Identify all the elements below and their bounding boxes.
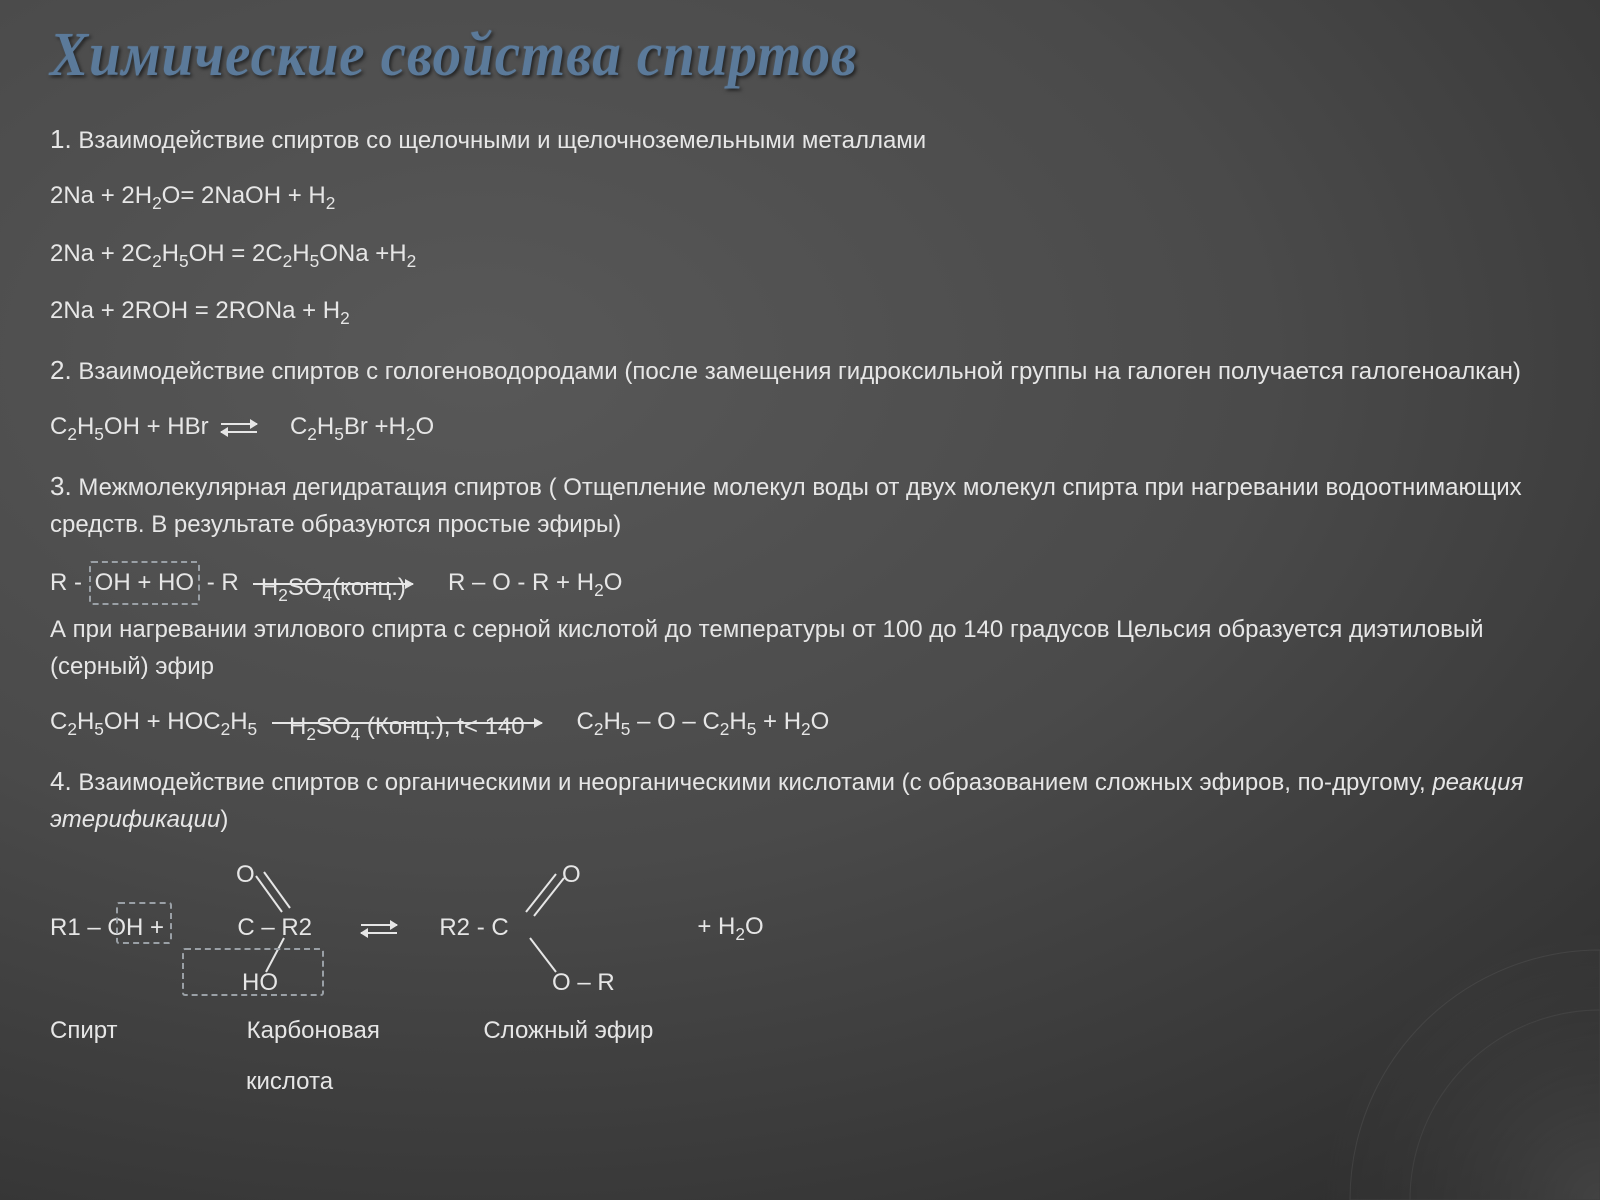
arrow-right-icon: H2SO4 (Конц.), t< 140 xyxy=(272,722,542,724)
slide-body: 1. Взаимодействие спиртов со щелочными и… xyxy=(50,119,1550,1100)
diagram-o-r: O – R xyxy=(552,964,615,1001)
diagram-o-top-left: O xyxy=(236,856,255,893)
section-2-num: 2. xyxy=(50,355,72,385)
diagram-labels-row2: кислота xyxy=(50,1063,1550,1100)
section-3-eq1: R - OH + HO - R H2SO4(конц.) R – O - R +… xyxy=(50,561,1550,604)
section-1-eq1: 2Na + 2H2O= 2NaOH + H2 xyxy=(50,177,1550,217)
diagram-o-top-right: O xyxy=(562,856,581,893)
section-1-heading: 1. Взаимодействие спиртов со щелочными и… xyxy=(50,119,1550,159)
equilibrium-arrow-icon xyxy=(221,419,257,437)
section-1-eq2: 2Na + 2C2H5OH = 2C2H5ONa +H2 xyxy=(50,235,1550,275)
section-2-eq: C2H5OH + HBr C2H5Br +H2O xyxy=(50,408,1550,448)
diagram-r2-c: R2 - C xyxy=(414,909,534,946)
label-carboxylic: Карбоновая xyxy=(247,1012,477,1049)
section-1-text: Взаимодействие спиртов со щелочными и ще… xyxy=(78,127,926,154)
section-4-num: 4. xyxy=(50,766,72,796)
section-4-heading: 4. Взаимодействие спиртов с органическим… xyxy=(50,761,1550,838)
esterification-diagram: R1 – OH + C – R2 R2 - C + H2O O HO O O –… xyxy=(50,856,1550,1006)
section-3-heading: 3. Межмолекулярная дегидратация спиртов … xyxy=(50,466,1550,543)
label-ester: Сложный эфир xyxy=(483,1012,653,1049)
slide: Химические свойства спиртов 1. Взаимодей… xyxy=(0,0,1600,1130)
arrow-right-icon: H2SO4(конц.) xyxy=(253,583,413,585)
dashed-box-oh xyxy=(116,902,172,944)
arrow-label: H2SO4 (Конц.), t< 140 xyxy=(272,708,542,748)
diagram-labels-row1: Спирт Карбоновая Сложный эфир xyxy=(50,1012,1550,1049)
label-alcohol: Спирт xyxy=(50,1012,240,1049)
section-2-text: Взаимодействие спиртов с гологеноводород… xyxy=(78,358,1521,385)
label-acid: кислота xyxy=(246,1068,333,1095)
dashed-box: OH + HO xyxy=(89,561,200,604)
section-4-text-b: ) xyxy=(220,806,228,833)
arrow-label: H2SO4(конц.) xyxy=(253,569,413,609)
diagram-plus-h2o: + H2O xyxy=(697,908,763,948)
section-3-num: 3. xyxy=(50,471,72,501)
section-1-num: 1. xyxy=(50,124,72,154)
section-3-eq2: C2H5OH + HOC2H5 H2SO4 (Конц.), t< 140 C2… xyxy=(50,703,1550,743)
section-2-heading: 2. Взаимодействие спиртов с гологеноводо… xyxy=(50,350,1550,390)
equilibrium-arrow-icon xyxy=(361,920,397,938)
diagram-c-r2: C – R2 xyxy=(205,909,345,946)
section-4-text-a: Взаимодействие спиртов с органическими и… xyxy=(78,769,1432,796)
dashed-box-ho xyxy=(182,948,324,996)
section-3-text: Межмолекулярная дегидратация спиртов ( О… xyxy=(50,474,1522,538)
section-3-note: А при нагревании этилового спирта с серн… xyxy=(50,611,1550,685)
slide-title: Химические свойства спиртов xyxy=(50,20,1430,91)
section-1-eq3: 2Na + 2ROH = 2RONa + H2 xyxy=(50,292,1550,332)
